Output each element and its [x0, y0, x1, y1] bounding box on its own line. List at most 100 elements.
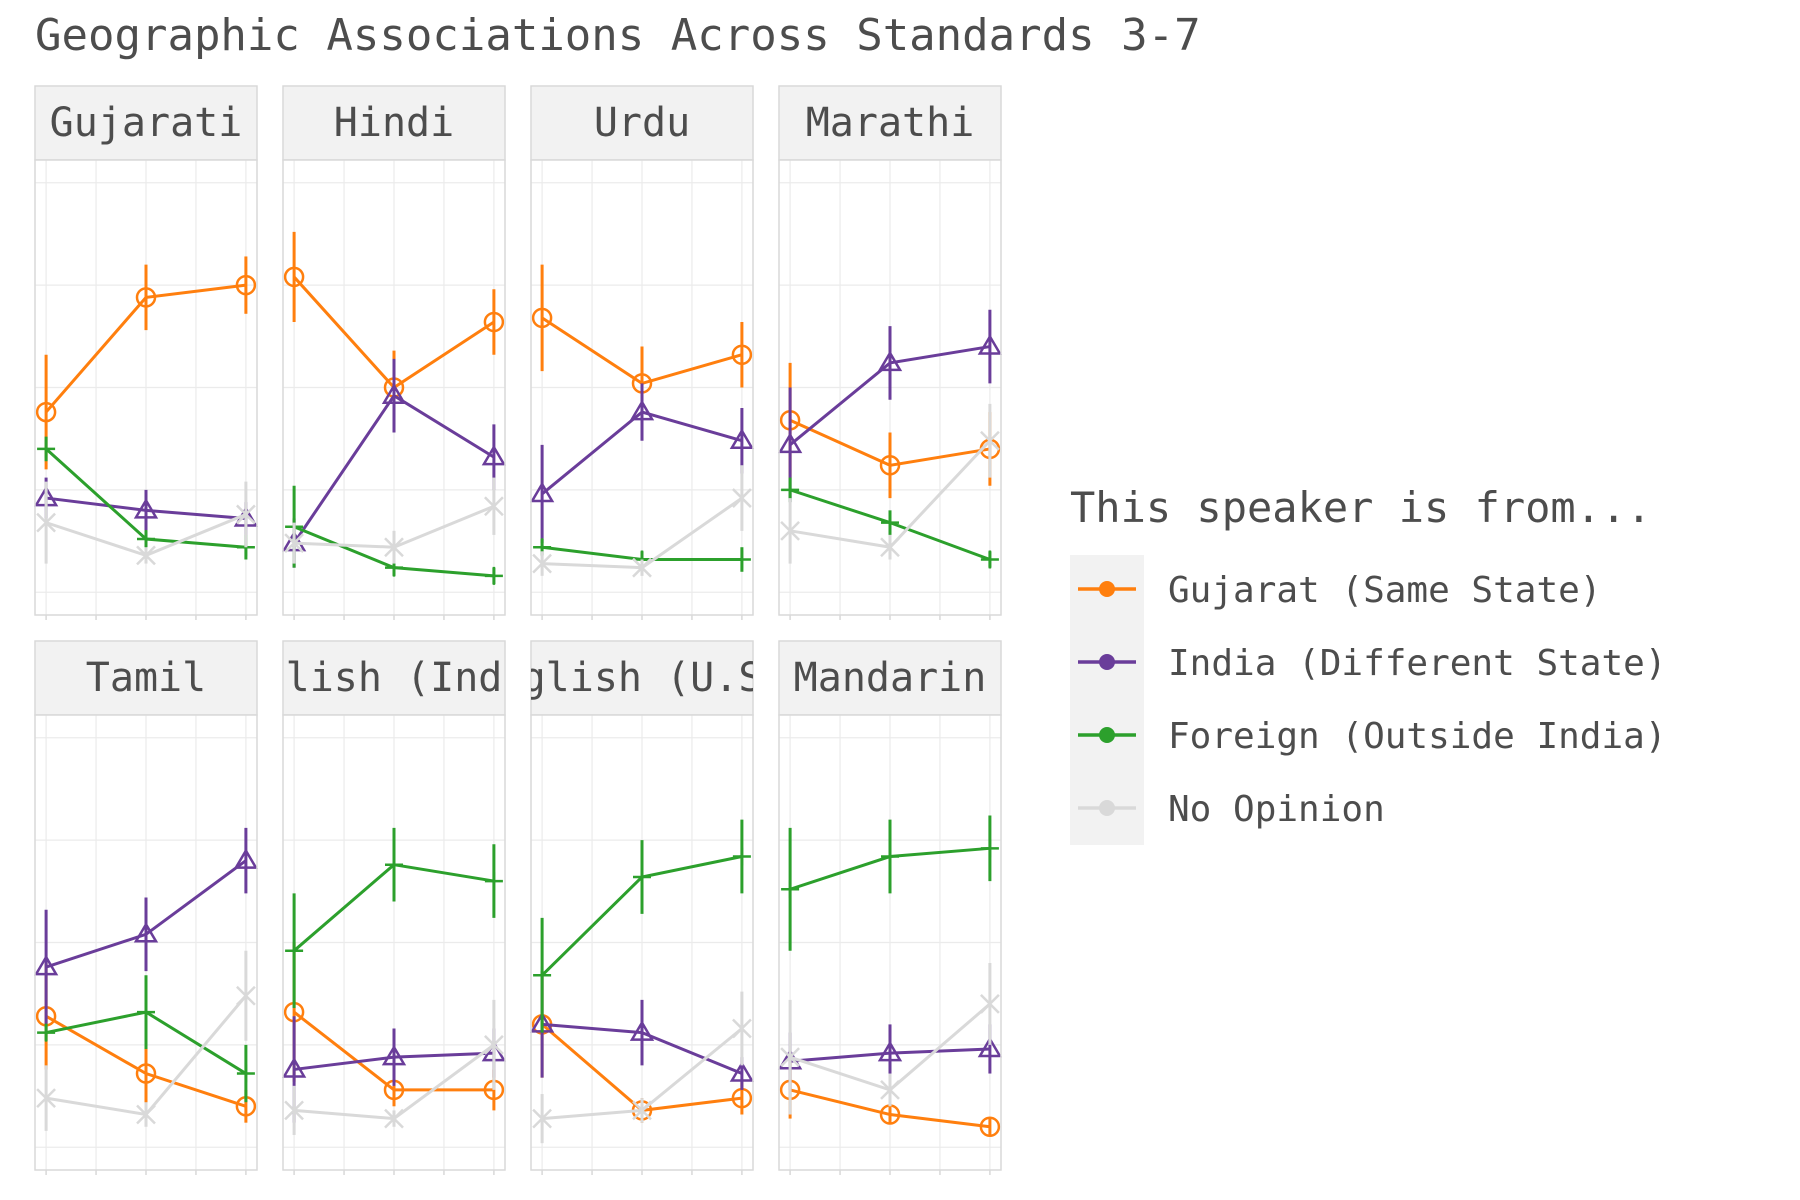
data-point [37, 439, 56, 458]
data-point [236, 1064, 255, 1083]
data-point [629, 399, 655, 421]
data-point [285, 941, 304, 960]
series-gujarat [531, 264, 753, 421]
series-noopinion [532, 465, 752, 578]
data-point [136, 545, 156, 566]
data-point [980, 994, 1000, 1014]
facet-panel: Marathi [777, 85, 1003, 620]
data-point [977, 1036, 1003, 1058]
data-point [980, 839, 999, 858]
series-foreign [781, 477, 999, 569]
legend: This speaker is from... Gujarat (Same St… [1070, 483, 1667, 845]
facet-panel: Gujarati [33, 85, 259, 620]
data-point [136, 1104, 156, 1125]
legend-key-dot [1099, 800, 1115, 816]
series-line [45, 859, 247, 969]
series-noopinion [36, 481, 256, 566]
series-foreign [37, 975, 255, 1103]
data-point [729, 428, 755, 449]
facet-panel: Mandarin [777, 640, 1003, 1175]
data-point [37, 1023, 56, 1042]
data-point [385, 855, 403, 874]
data-point [284, 533, 304, 553]
facet-strip [282, 85, 506, 161]
data-point [780, 520, 800, 541]
series-india [529, 383, 755, 544]
legend-key-india [1078, 654, 1136, 670]
data-point [235, 274, 257, 296]
series-noopinion [284, 477, 504, 564]
data-point [980, 430, 1000, 451]
series-noopinion [532, 991, 752, 1144]
facet-strip-label: English (India) [213, 655, 574, 701]
data-point [881, 847, 899, 866]
data-point [880, 1080, 900, 1100]
chart-title: Geographic Associations Across Standards… [35, 10, 1201, 61]
series-noopinion [780, 962, 1000, 1115]
series-foreign [533, 819, 751, 1033]
data-point [732, 1018, 752, 1039]
legend-key-foreign [1078, 727, 1136, 743]
data-point [979, 1116, 1001, 1138]
data-point [381, 383, 407, 404]
data-point [731, 344, 753, 365]
data-point [484, 872, 503, 891]
legend-label-gujarat: Gujarat (Same State) [1168, 570, 1601, 611]
data-point [879, 1104, 901, 1125]
legend-label-no-opinion: No Opinion [1168, 789, 1385, 830]
data-point [36, 512, 56, 533]
facet-strip [34, 640, 258, 716]
series-noopinion [284, 999, 504, 1135]
facet-strip-label: Urdu [594, 100, 690, 146]
series-noopinion [780, 403, 1000, 564]
facet-panel: Hindi [281, 85, 507, 620]
data-point [137, 1003, 155, 1022]
series-line [44, 283, 247, 414]
facet-panels: Gujarati Hindi Urdu Marathi Tamil English (In… [33, 85, 1003, 1175]
legend-title: This speaker is from... [1070, 483, 1652, 532]
data-point [781, 480, 800, 499]
series-foreign [781, 815, 999, 951]
data-point [35, 401, 57, 423]
data-point [531, 307, 553, 329]
data-point [384, 537, 404, 558]
data-point [633, 867, 651, 886]
data-point [532, 1108, 552, 1129]
data-point [881, 513, 899, 532]
series-line [541, 1022, 743, 1075]
data-point [137, 530, 155, 549]
data-point [233, 848, 259, 869]
data-point [381, 1044, 407, 1066]
data-point [484, 1034, 504, 1055]
series-line [45, 1014, 247, 1108]
data-point [777, 432, 803, 454]
facet-strip [282, 640, 506, 716]
data-point [384, 1108, 404, 1129]
data-point [33, 954, 59, 976]
data-point [283, 266, 305, 288]
data-point [632, 557, 652, 578]
data-point [484, 496, 504, 517]
data-point [236, 985, 256, 1006]
legend-label-foreign: Foreign (Outside India) [1168, 716, 1667, 757]
series-line [293, 1051, 494, 1071]
data-point [780, 1047, 800, 1068]
legend-key-dot [1099, 581, 1115, 597]
series-line [293, 1010, 494, 1092]
data-point [732, 488, 752, 508]
data-point [135, 1063, 157, 1084]
facet-strip-label: Mandarin [794, 655, 987, 701]
data-point [980, 550, 999, 569]
legend-key-dot [1099, 654, 1115, 670]
data-point [135, 287, 157, 308]
facet-strip-label: Hindi [334, 100, 454, 146]
facet-panel: English (U.S.) [529, 640, 755, 1175]
facet-strip [778, 640, 1002, 716]
legend-key-dot [1099, 727, 1115, 743]
legend-key-background [1070, 555, 1144, 845]
facet-strip-label: Tamil [86, 655, 206, 701]
series-foreign [285, 827, 503, 1009]
data-point [281, 1056, 307, 1078]
series-line [541, 410, 743, 496]
data-point [731, 1087, 753, 1109]
